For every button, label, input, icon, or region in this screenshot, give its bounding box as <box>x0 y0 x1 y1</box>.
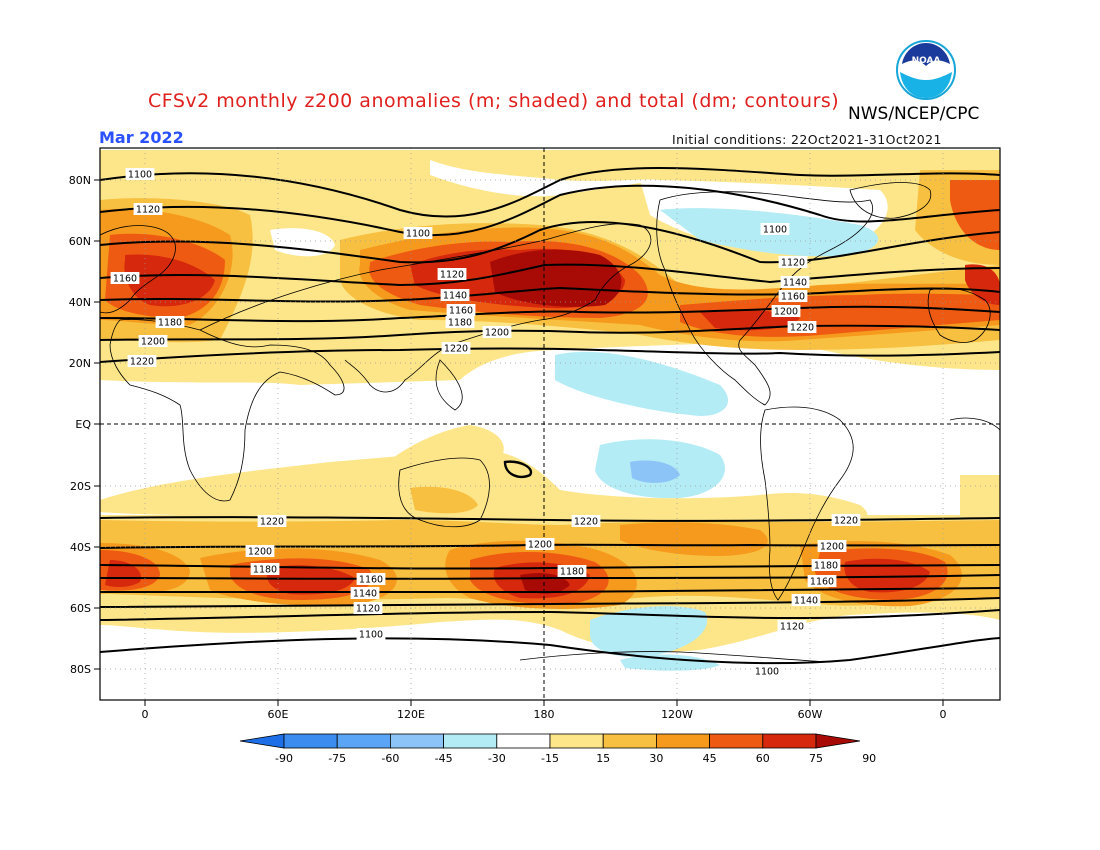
contour-label: 1100 <box>359 630 383 641</box>
lon-label: 180 <box>534 708 555 721</box>
contour-label: 1200 <box>820 542 844 553</box>
lat-label: 40S <box>70 541 91 554</box>
noaa-logo: NOAA <box>896 40 956 100</box>
contour-label: 1220 <box>260 517 284 528</box>
contour-labels: 1100 1100 1100 1120 1120 1120 1140 1140 1160 1160… <box>110 168 861 678</box>
contour-label: 1120 <box>136 205 160 216</box>
longitude-labels: 0 60E 120E 180 120W 60W 0 <box>142 700 947 721</box>
forecast-month: Mar 2022 <box>99 128 184 147</box>
contour-label: 1180 <box>448 318 472 329</box>
lat-label: 60S <box>70 602 91 615</box>
lon-label: 0 <box>940 708 947 721</box>
contour-label: 1100 <box>128 170 152 181</box>
contour-label: 1200 <box>248 547 272 558</box>
lat-label: 40N <box>69 296 91 309</box>
contour-label: 1180 <box>560 567 584 578</box>
contour-label: 1140 <box>783 278 807 289</box>
chart-title: CFSv2 monthly z200 anomalies (m; shaded)… <box>148 90 840 112</box>
latitude-labels: 80N 60N 40N 20N EQ 20S 40S 60S 80S <box>69 174 100 676</box>
lat-label: 80S <box>70 663 91 676</box>
contour-label: 1100 <box>755 667 779 678</box>
contour-label: 1220 <box>130 357 154 368</box>
contour-label: 1220 <box>574 517 598 528</box>
contour-label: 1160 <box>449 306 473 317</box>
contour-label: 1160 <box>113 274 137 285</box>
lon-label: 120E <box>397 708 425 721</box>
reference-lines <box>100 148 1000 700</box>
lat-label: 60N <box>69 235 91 248</box>
contour-label: 1100 <box>406 229 430 240</box>
lat-label: 20N <box>69 357 91 370</box>
contour-label: 1200 <box>141 337 165 348</box>
initial-conditions: Initial conditions: 22Oct2021-31Oct2021 <box>672 132 942 147</box>
contour-label: 1200 <box>774 307 798 318</box>
contour-label: 1220 <box>834 516 858 527</box>
contour-label: 1180 <box>253 565 277 576</box>
contour-label: 1200 <box>485 328 509 339</box>
coastlines <box>100 182 1000 663</box>
lat-label: EQ <box>75 418 91 431</box>
lon-label: 60E <box>268 708 289 721</box>
contour-label: 1160 <box>359 575 383 586</box>
lat-label: 20S <box>70 480 91 493</box>
lat-label: 80N <box>69 174 91 187</box>
lon-label: 0 <box>142 708 149 721</box>
contour-label: 1160 <box>810 577 834 588</box>
contour-label: 1220 <box>444 344 468 355</box>
contour-label: 1100 <box>763 225 787 236</box>
logo-text: NOAA <box>912 56 941 66</box>
lon-label: 60W <box>798 708 823 721</box>
contour-label: 1120 <box>781 258 805 269</box>
contour-label: 1220 <box>790 323 814 334</box>
agency-label: NWS/NCEP/CPC <box>848 104 980 124</box>
contour-label: 1180 <box>814 561 838 572</box>
contour-label: 1140 <box>353 589 377 600</box>
contour-label: 1200 <box>528 540 552 551</box>
contour-label: 1120 <box>780 622 804 633</box>
contour-label: 1120 <box>356 604 380 615</box>
contour-label: 1140 <box>794 596 818 607</box>
contour-label: 1120 <box>440 270 464 281</box>
lon-label: 120W <box>661 708 693 721</box>
contour-label: 1180 <box>158 318 182 329</box>
graticule <box>100 148 1000 700</box>
contour-label: 1160 <box>781 292 805 303</box>
contour-label: 1140 <box>443 291 467 302</box>
